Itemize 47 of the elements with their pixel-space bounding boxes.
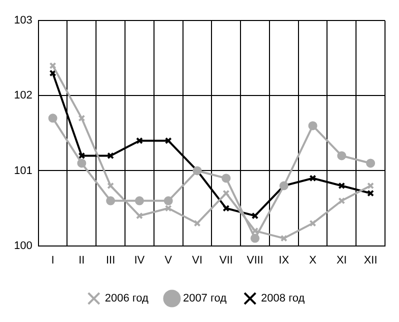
- point: [107, 182, 114, 190]
- point: [164, 204, 172, 212]
- point: [280, 234, 288, 242]
- point: [252, 227, 258, 234]
- legend-label: 2008 год: [261, 292, 306, 305]
- y-tick-label: 102: [14, 90, 32, 102]
- x-tick-label: XII: [364, 254, 378, 266]
- x-tick-label: V: [164, 254, 173, 266]
- point: [222, 174, 231, 183]
- point: [77, 158, 86, 168]
- point: [309, 174, 316, 182]
- point: [337, 151, 346, 160]
- point: [194, 220, 201, 227]
- point: [338, 197, 346, 204]
- x-tick-label: IX: [278, 254, 290, 266]
- point: [308, 121, 318, 130]
- point: [366, 158, 376, 168]
- legend-label: 2007 год: [182, 292, 228, 305]
- y-tick-label: 103: [14, 14, 32, 27]
- x-tick-label: II: [78, 254, 85, 266]
- x-tick-label: XI: [336, 254, 347, 266]
- x-tick-label: VI: [192, 254, 202, 266]
- point: [106, 196, 116, 206]
- point: [222, 190, 230, 197]
- x-tick-label: X: [309, 254, 318, 266]
- x-tick-label: I: [51, 254, 54, 266]
- point: [164, 196, 173, 206]
- point: [252, 212, 258, 220]
- point: [250, 234, 260, 243]
- point: [136, 137, 143, 144]
- point: [222, 204, 230, 212]
- point: [338, 182, 346, 190]
- x-tick-label: IV: [134, 254, 146, 266]
- y-tick-label: 101: [14, 164, 32, 177]
- legend-label: 2006 год: [104, 292, 150, 305]
- x-tick-label: III: [106, 254, 116, 266]
- point: [107, 152, 114, 160]
- point: [134, 196, 144, 206]
- point: [164, 137, 172, 144]
- point: [78, 152, 86, 160]
- point: [78, 114, 86, 122]
- y-tick-label: 100: [14, 240, 32, 252]
- point: [48, 114, 58, 123]
- point: [136, 212, 143, 220]
- x-tick-label: VII: [219, 254, 233, 266]
- x-tick-label: VIII: [246, 254, 264, 266]
- point: [309, 220, 316, 227]
